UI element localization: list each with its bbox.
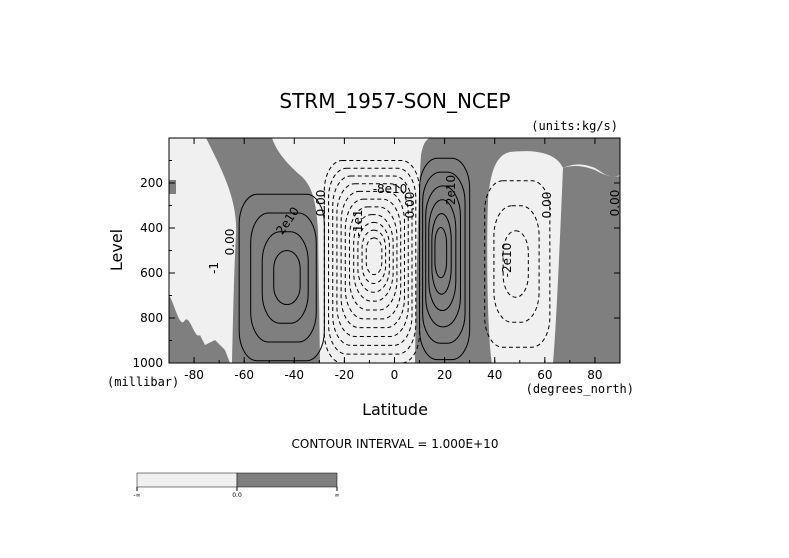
colorbar-negative-swatch <box>136 472 238 488</box>
contour-label-minus-one: -1 <box>207 262 221 274</box>
x-tick-label: 60 <box>537 368 552 382</box>
contour-ring-positive <box>431 213 452 295</box>
x-tick-label: 20 <box>437 368 452 382</box>
y-tick-label: 1000 <box>132 356 163 370</box>
x-tick-label: -40 <box>284 368 304 382</box>
contour-ring-negative <box>493 205 540 323</box>
contour-label-zero-north-2: 0.00 <box>608 190 622 217</box>
colorbar-positive-swatch <box>236 472 338 488</box>
contour-label-zero-south-2: 0.00 <box>314 190 328 217</box>
contour-label-zero-south-1: 0.00 <box>223 229 237 256</box>
contour-ring-negative <box>332 175 413 346</box>
x-tick-label: 0 <box>391 368 399 382</box>
contour-ring-negative <box>340 190 405 329</box>
positive-region-north-pole <box>553 165 620 363</box>
contour-label-negative-cell: -8e10 <box>373 182 408 196</box>
x-tick-label: -60 <box>234 368 254 382</box>
positive-region-north-cell <box>415 138 620 363</box>
contour-ring-positive <box>434 226 448 279</box>
contour-ring-positive <box>422 171 466 344</box>
colorbar-label-zero: 0.0 <box>232 492 242 499</box>
y-tick-label: 200 <box>140 176 163 190</box>
x-tick-label: 40 <box>487 368 502 382</box>
contour-ring-positive <box>261 231 309 324</box>
positive-region-south-high-latitudes <box>169 295 230 363</box>
x-tick-label: -80 <box>184 368 204 382</box>
contour-ring-positive <box>425 185 461 328</box>
x-unit-label: (degrees_north) <box>526 382 634 396</box>
x-tick-label: 80 <box>587 368 602 382</box>
positive-region-south-box <box>169 180 176 194</box>
contour-ring-negative <box>502 230 529 298</box>
units-label: (units:kg/s) <box>531 119 618 133</box>
y-axis-label: Level <box>107 229 126 271</box>
contour-ring-negative <box>353 214 394 302</box>
contour-ring-negative <box>357 221 390 293</box>
contour-label-north-negative-cell: -2e10 <box>500 243 514 278</box>
contour-ring-positive <box>428 199 457 312</box>
contour-ring-negative <box>348 206 398 311</box>
contour-ring-negative <box>361 229 387 284</box>
contour-ring-negative <box>365 237 383 276</box>
colorbar: -∞ 0.0 ∞ <box>133 472 340 499</box>
contour-label-north-cell: 2e10 <box>444 175 458 205</box>
contour-ring-negative <box>484 180 551 348</box>
y-unit-label: (millibar) <box>107 375 179 389</box>
x-axis-label: Latitude <box>362 400 428 419</box>
contour-label-zero-north-1: 0.00 <box>540 192 554 219</box>
contour-label-negative-cell-2: -1e1 <box>351 210 365 237</box>
y-tick-label: 400 <box>140 221 163 235</box>
y-tick-label: 800 <box>140 311 163 325</box>
x-tick-label: -20 <box>335 368 355 382</box>
contour-ring-positive <box>250 212 317 343</box>
colorbar-label-min: -∞ <box>133 492 140 499</box>
contour-ring-negative <box>336 183 409 337</box>
contour-labels: 2e10 0.00 0.00 -8e10 -1e1 2e10 0.00 -2e1… <box>207 175 622 277</box>
contour-ring-positive <box>273 249 301 306</box>
plot-area <box>169 138 620 363</box>
contour-ring-negative <box>344 198 402 320</box>
y-tick-label: 600 <box>140 266 163 280</box>
colorbar-label-max: ∞ <box>335 492 340 499</box>
contour-interval-text: CONTOUR INTERVAL = 1.000E+10 <box>292 437 499 451</box>
y-axis: 200 400 600 800 1000 <box>132 160 620 370</box>
chart-title: STRM_1957-SON_NCEP <box>279 89 510 113</box>
x-axis: -80 -60 -40 -20 0 20 40 60 80 <box>168 138 621 382</box>
contour-label-zero-north-3: 0.00 <box>403 192 417 219</box>
